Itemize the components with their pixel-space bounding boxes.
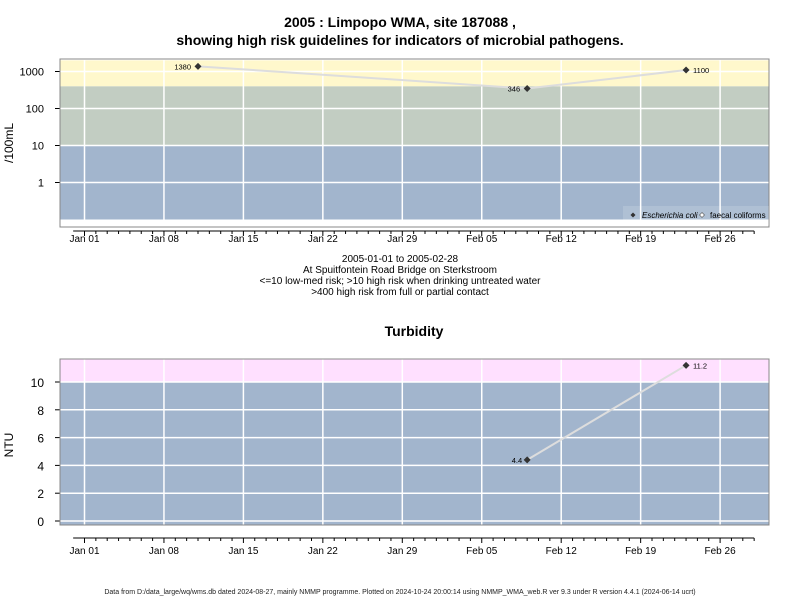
plot-frame — [59, 58, 770, 228]
x-tick-label: Feb 12 — [546, 234, 578, 245]
turbidity-data-label: 4.4 — [512, 456, 522, 465]
x-tick-label: Feb 19 — [625, 234, 657, 245]
date-range-text: 2005-01-01 to 2005-02-28 — [341, 254, 459, 265]
y-tick-label: 2 — [37, 487, 44, 501]
x-tick-label: Feb 05 — [466, 546, 498, 557]
legend-ecoli-label: Escherichia coli — [642, 211, 698, 220]
x-tick-label: Jan 29 — [387, 234, 417, 245]
y-tick-label: 8 — [37, 404, 44, 418]
x-tick-label: Jan 22 — [308, 546, 338, 557]
turbidity-data-point — [682, 361, 690, 369]
x-tick-label: Jan 08 — [149, 234, 179, 245]
y-tick-label: 6 — [37, 432, 44, 446]
x-tick-label: Jan 15 — [228, 546, 258, 557]
y-tick-label: 4 — [37, 459, 44, 473]
ecoli-data-label: 1380 — [174, 62, 191, 71]
ecoli-data-point — [682, 66, 690, 74]
x-tick-label: Feb 19 — [625, 546, 657, 557]
y-tick-label: 1 — [38, 178, 44, 190]
turbidity-panel-title: Turbidity — [385, 323, 444, 339]
x-tick-label: Feb 05 — [466, 234, 498, 245]
ecoli-data-label: 346 — [508, 85, 521, 94]
x-tick-label: Jan 08 — [149, 546, 179, 557]
data-source-footer: Data from D:/data_large/wq/wms.db dated … — [104, 589, 696, 596]
ecoli-data-point — [194, 62, 202, 70]
x-tick-label: Jan 29 — [387, 546, 417, 557]
legend-faecal-marker — [699, 212, 705, 218]
turbidity-data-label: 11.2 — [693, 361, 707, 370]
x-tick-label: Feb 12 — [546, 546, 578, 557]
legend-box — [623, 206, 769, 225]
risk-band-1 — [60, 86, 769, 146]
y-tick-label: 1000 — [20, 67, 44, 79]
legend-ecoli-marker — [630, 212, 636, 218]
legend-faecal-label: faecal coliforms — [710, 211, 766, 220]
chart-title-line-2: showing high risk guidelines for indicat… — [176, 32, 624, 48]
ecoli-data-point — [523, 85, 531, 93]
chart-title-line-1: 2005 : Limpopo WMA, site 187088 , — [284, 14, 516, 30]
x-tick-label: Feb 26 — [705, 546, 737, 557]
turbidity-band-1 — [60, 359, 769, 382]
x-tick-label: Jan 22 — [308, 234, 338, 245]
guideline-contact-text: >400 high risk from full or partial cont… — [311, 287, 489, 298]
y-tick-label: 100 — [26, 104, 44, 116]
x-tick-label: Jan 15 — [228, 234, 258, 245]
x-tick-label: Feb 26 — [705, 234, 737, 245]
turbidity-band-0 — [60, 382, 769, 525]
turbidity-series-line — [526, 364, 687, 461]
site-location-text: At Spuitfontein Road Bridge on Sterkstro… — [303, 265, 497, 276]
x-tick-label: Jan 01 — [69, 546, 99, 557]
turbidity-data-point — [523, 456, 531, 464]
x-tick-label: Jan 01 — [69, 234, 99, 245]
y-axis-title: /100mL — [2, 123, 16, 163]
y-axis-title: NTU — [2, 433, 16, 458]
guideline-drinking-text: <=10 low-med risk; >10 high risk when dr… — [259, 276, 541, 287]
ecoli-data-label: 1100 — [693, 66, 709, 75]
y-tick-label: 0 — [37, 515, 44, 529]
y-tick-label: 10 — [31, 376, 45, 390]
plot-frame — [59, 358, 770, 526]
y-tick-label: 10 — [32, 141, 44, 153]
